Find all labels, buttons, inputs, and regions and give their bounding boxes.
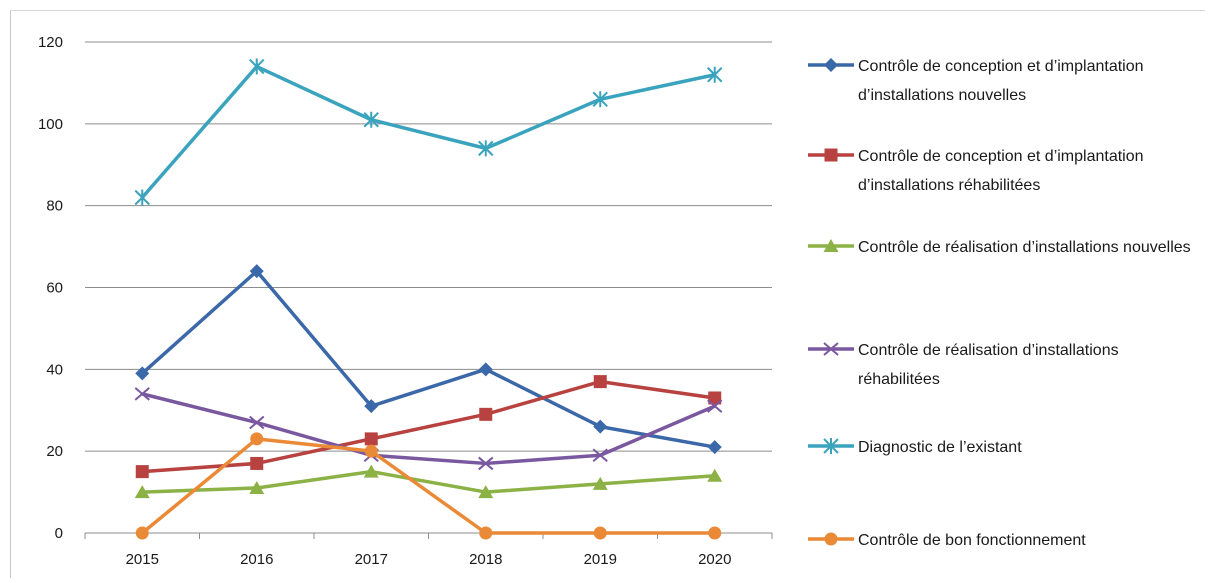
legend-symbol (823, 342, 839, 356)
series-line (141, 269, 716, 449)
axes: 0 20 40 60 80 100 120 2015 2016 2017 2018 2019 2020 (38, 34, 773, 568)
series-2 (135, 375, 722, 479)
chart-frame (10, 10, 1205, 578)
data-point (249, 58, 265, 75)
y-tick-label: 120 (38, 34, 63, 51)
data-point (708, 391, 722, 405)
data-point (593, 375, 607, 389)
legend-label-2: Contrôle de conception et d’implantation… (858, 148, 1144, 194)
series-6 (135, 432, 722, 540)
legend-marker-6 (808, 532, 854, 546)
data-point (478, 456, 494, 471)
series-line (142, 469, 715, 494)
data-point (479, 407, 493, 421)
legend-marker-2 (808, 148, 854, 162)
x-tick-label: 2015 (126, 551, 159, 568)
gridlines (85, 41, 772, 452)
data-point (249, 415, 265, 430)
data-point (249, 264, 264, 279)
data-point (478, 362, 493, 377)
y-tick-label: 0 (55, 525, 63, 542)
data-point (364, 399, 379, 414)
series-line (140, 64, 716, 199)
line-chart: 0 20 40 60 80 100 120 2015 2016 2017 2018 2019 2020 (38, 34, 773, 568)
data-point (479, 526, 493, 540)
series-4 (134, 387, 723, 471)
series-line (141, 437, 715, 535)
x-tick-label: 2019 (584, 551, 617, 568)
data-point (707, 66, 723, 83)
data-point (250, 456, 264, 470)
legend: Contrôle de conception et d’implantation… (806, 50, 1206, 560)
legend-marker-1 (808, 58, 854, 72)
y-tick-label: 60 (46, 280, 63, 297)
series-3 (134, 464, 723, 499)
data-point (249, 480, 265, 494)
data-point (135, 366, 150, 381)
x-tick-label: 2018 (469, 551, 502, 568)
data-point (250, 432, 264, 446)
data-point (364, 444, 378, 458)
data-point (478, 485, 494, 499)
data-point (707, 468, 723, 482)
data-point (592, 476, 608, 490)
legend-symbol (824, 58, 838, 72)
data-point (134, 189, 150, 206)
legend-symbol (824, 148, 838, 162)
series-line (142, 379, 715, 474)
legend-marker-4 (808, 342, 854, 356)
y-tick-label: 20 (46, 443, 63, 460)
series-lines (134, 58, 723, 540)
legend-marker-5 (808, 438, 854, 454)
series-1 (135, 264, 722, 455)
data-point (363, 464, 379, 478)
data-point (707, 399, 723, 413)
data-point (364, 432, 378, 446)
data-point (592, 91, 608, 108)
data-point (135, 526, 149, 540)
y-tick-label: 40 (46, 361, 63, 378)
data-point (593, 419, 608, 434)
data-point (593, 526, 607, 540)
series-5 (134, 58, 723, 206)
data-point (134, 387, 150, 401)
x-tick-label: 2017 (355, 551, 388, 568)
legend-marker-3 (808, 239, 854, 252)
data-point (478, 140, 494, 157)
legend-label-1: Contrôle de conception et d’implantation… (858, 58, 1144, 104)
x-tick-label: 2020 (698, 551, 731, 568)
data-point (363, 111, 379, 128)
data-point (708, 526, 722, 540)
x-tick-label: 2016 (240, 551, 273, 568)
legend-label-4: Contrôle de réalisation d’installations … (858, 342, 1119, 388)
legend-symbol (823, 239, 839, 252)
legend-symbol (824, 532, 838, 546)
legend-label-5: Diagnostic de l’existant (858, 439, 1022, 456)
data-point (707, 440, 722, 455)
data-point (592, 448, 608, 463)
data-point (135, 465, 149, 479)
legend-symbol (823, 438, 839, 454)
data-point (134, 485, 150, 499)
y-tick-label: 80 (46, 198, 63, 215)
y-tick-label: 100 (38, 116, 63, 133)
legend-label-3: Contrôle de réalisation d’installations … (858, 239, 1191, 256)
series-line (141, 392, 716, 466)
legend-label-6: Contrôle de bon fonctionnement (858, 532, 1086, 549)
